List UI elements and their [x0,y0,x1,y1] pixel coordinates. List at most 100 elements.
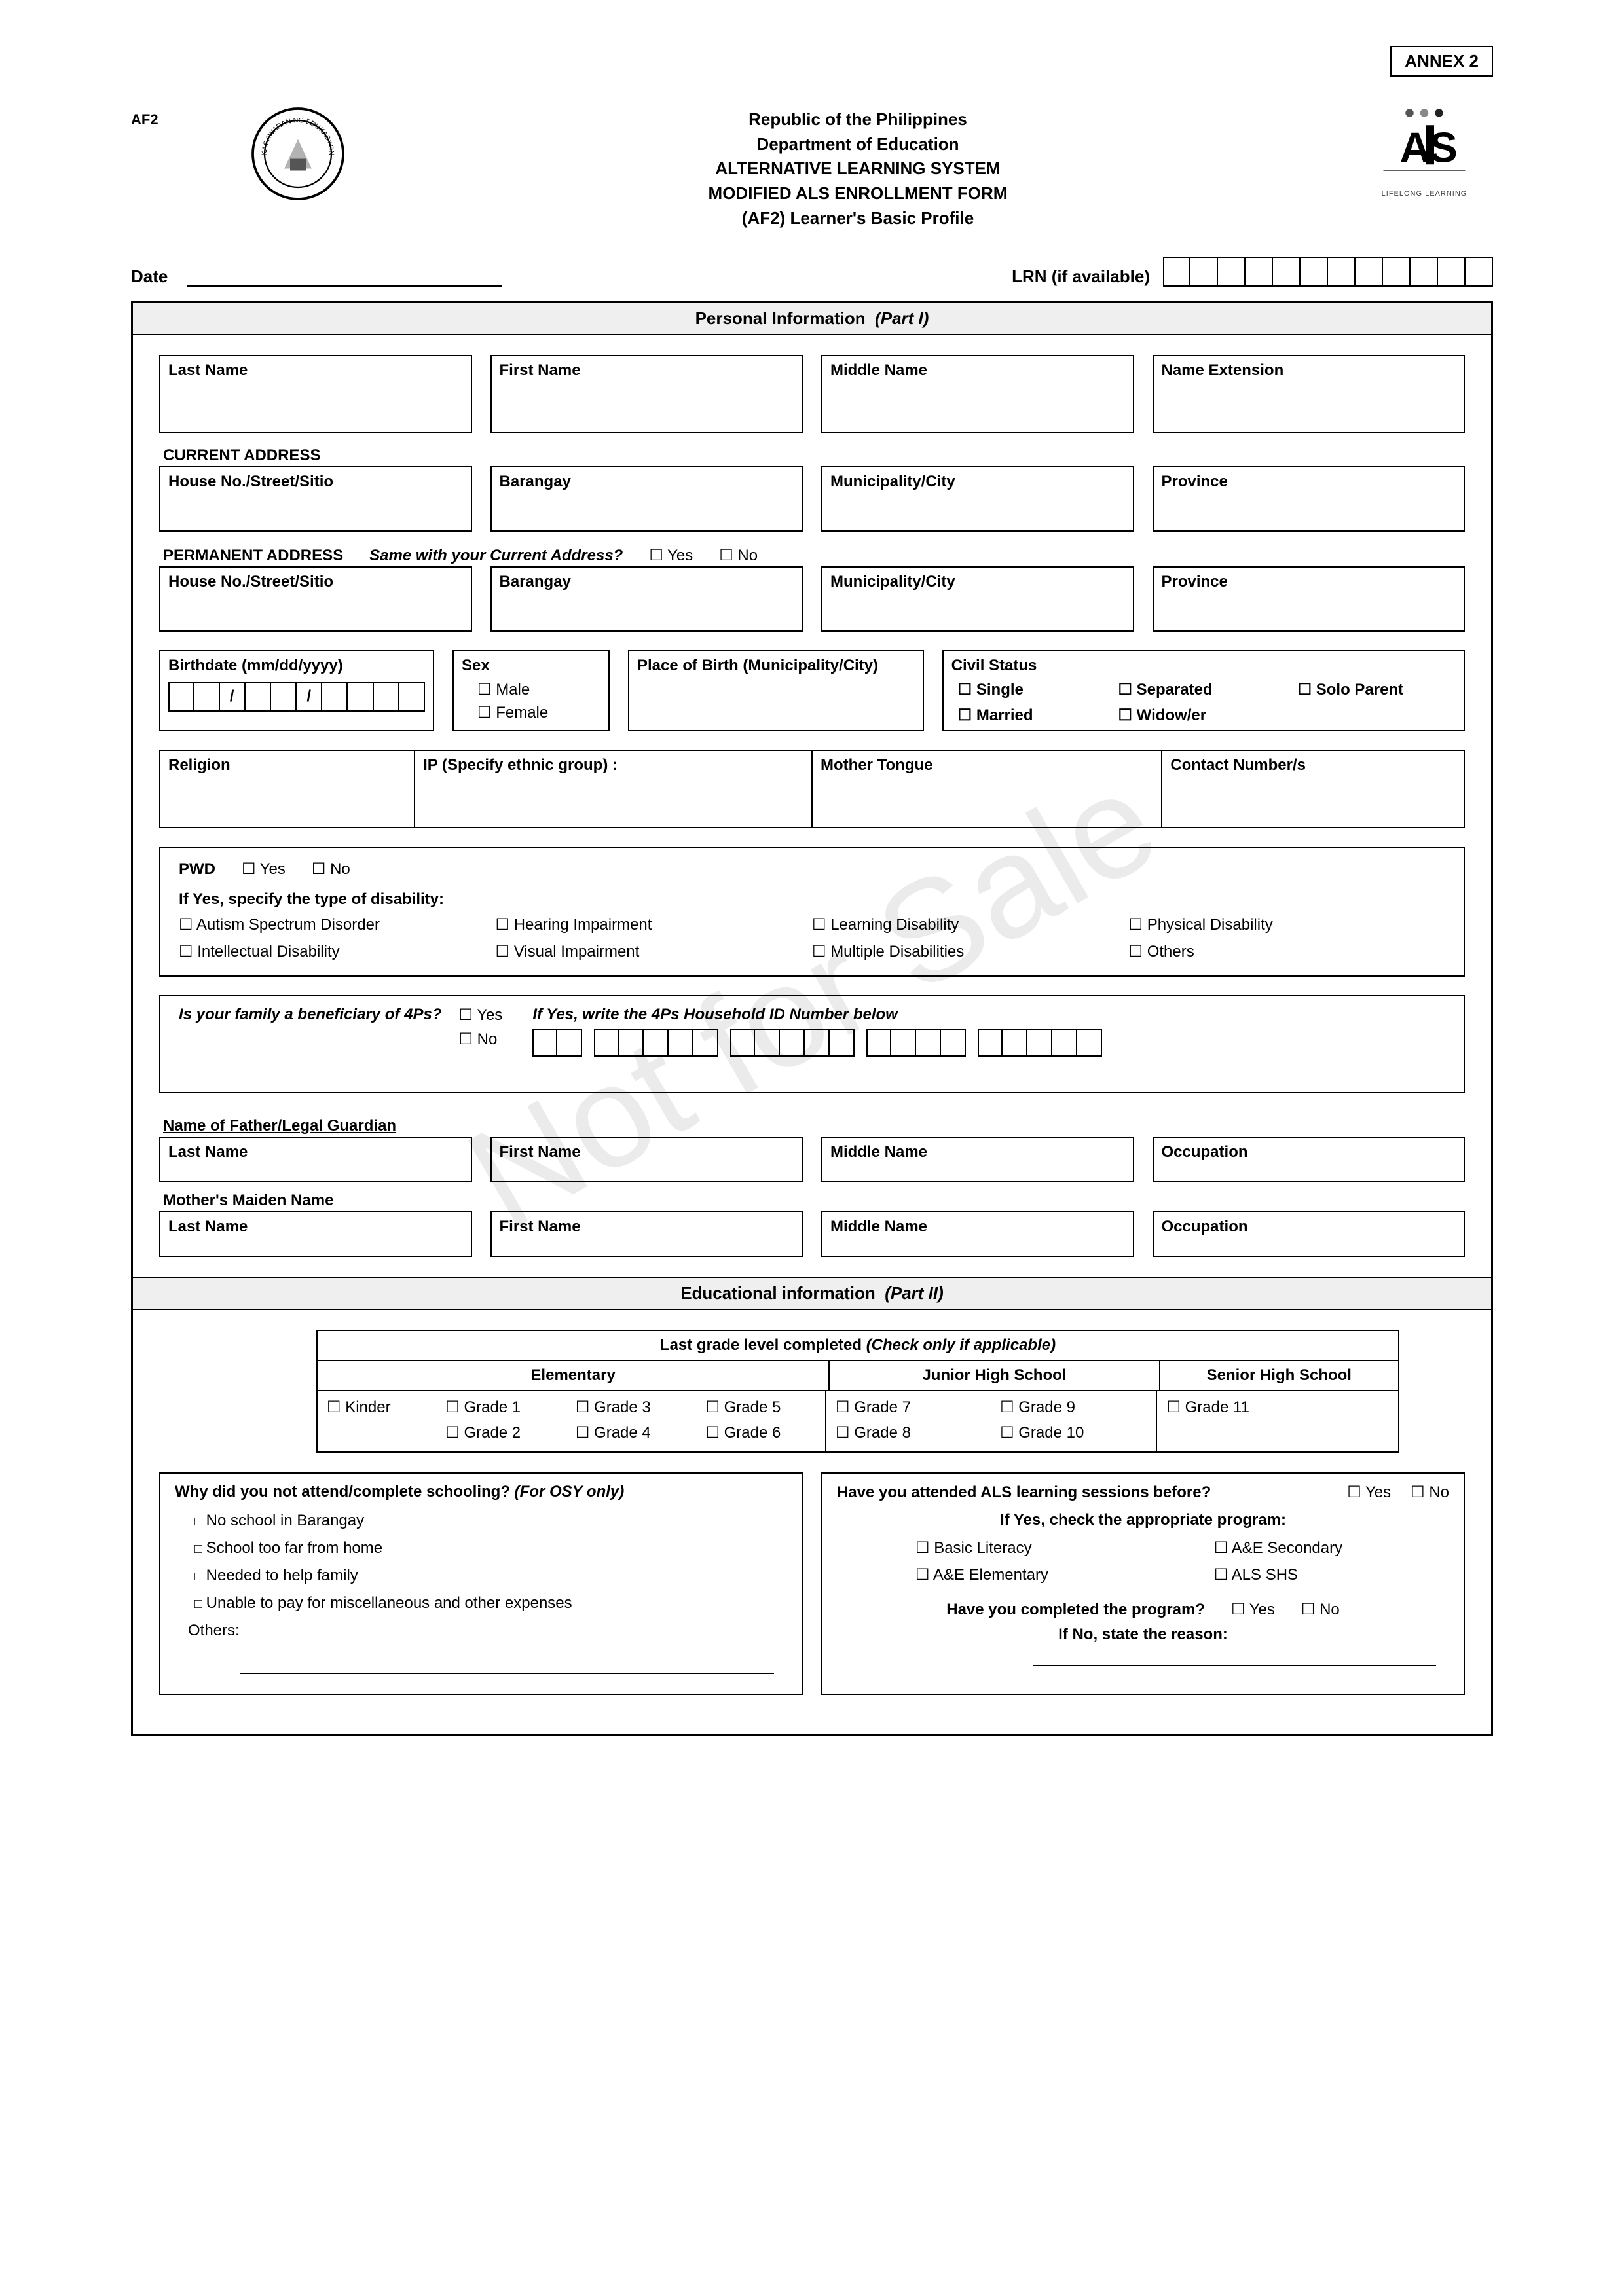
middle-name-field[interactable]: Middle Name [821,355,1134,433]
fourps-question: Is your family a beneficiary of 4Ps? [179,1006,441,1024]
contact-field[interactable]: Contact Number/s [1162,750,1465,828]
pwd-learning[interactable]: Learning Disability [812,915,1129,934]
slash2: / [297,682,322,712]
mother-label: Mother's Maiden Name [163,1192,1465,1210]
als-reason-input[interactable] [1033,1650,1436,1666]
religion-field[interactable]: Religion [159,750,415,828]
als-completed-q: Have you completed the program? [946,1601,1205,1619]
grade-elem-header: Elementary [318,1361,830,1391]
pwd-no[interactable]: No [312,860,350,879]
civil-married[interactable]: Married [958,706,1086,725]
civil-widower[interactable]: Widow/er [1118,706,1264,725]
mother-last[interactable]: Last Name [159,1211,472,1257]
date-label: Date [131,266,168,287]
grade-kinder[interactable]: Kinder [327,1398,426,1417]
grade-3[interactable]: Grade 3 [576,1398,686,1417]
mother-tongue-field[interactable]: Mother Tongue [813,750,1162,828]
civil-single[interactable]: Single [958,680,1086,699]
grade-11[interactable]: Grade 11 [1166,1398,1249,1416]
ip-field[interactable]: IP (Specify ethnic group) : [415,750,813,828]
lrn-input[interactable] [1163,257,1493,287]
why-opt1[interactable]: No school in Barangay [194,1512,787,1530]
als-aeelem[interactable]: A&E Elementary [915,1565,1155,1584]
perm-barangay-field[interactable]: Barangay [490,566,803,632]
why-opt4[interactable]: Unable to pay for miscellaneous and othe… [194,1594,787,1613]
curr-city-field[interactable]: Municipality/City [821,466,1134,532]
civil-separated[interactable]: Separated [1118,680,1264,699]
als-attended-no[interactable]: No [1411,1483,1449,1502]
why-opt3[interactable]: Needed to help family [194,1567,787,1585]
curr-barangay-field[interactable]: Barangay [490,466,803,532]
grade-title-prefix: Last grade level completed [660,1336,866,1354]
why-opt2[interactable]: School too far from home [194,1539,787,1558]
mother-middle[interactable]: Middle Name [821,1211,1134,1257]
father-first[interactable]: First Name [490,1137,803,1182]
header-line1: Republic of the Philippines [347,107,1369,132]
sex-field: Sex Male Female [452,650,610,731]
mother-occupation[interactable]: Occupation [1153,1211,1466,1257]
mother-first[interactable]: First Name [490,1211,803,1257]
als-shs[interactable]: ALS SHS [1214,1565,1449,1584]
pwd-intellectual[interactable]: Intellectual Disability [179,942,496,961]
svg-text:A: A [1400,124,1431,172]
date-input[interactable] [187,267,502,287]
same-no-checkbox[interactable]: No [719,546,758,565]
why-question: Why did you not attend/complete schoolin… [175,1483,515,1501]
name-ext-field[interactable]: Name Extension [1153,355,1466,433]
pwd-autism[interactable]: Autism Spectrum Disorder [179,915,496,934]
same-address-question: Same with your Current Address? [369,547,623,565]
grade-6[interactable]: Grade 6 [705,1423,816,1442]
section1-title: Personal Information [695,308,866,328]
first-name-field[interactable]: First Name [490,355,803,433]
fourps-block: Is your family a beneficiary of 4Ps? Yes… [159,995,1465,1093]
als-aesec[interactable]: A&E Secondary [1214,1539,1449,1558]
section2-part: (Part II) [885,1283,944,1303]
birthdate-label: Birthdate (mm/dd/yyyy) [168,657,425,675]
last-name-field[interactable]: Last Name [159,355,472,433]
grade-5[interactable]: Grade 5 [705,1398,816,1417]
als-basic[interactable]: Basic Literacy [915,1539,1155,1558]
curr-house-field[interactable]: House No./Street/Sitio [159,466,472,532]
permanent-address-label: PERMANENT ADDRESS [163,547,343,565]
why-box: Why did you not attend/complete schoolin… [159,1472,803,1695]
fourps-yes[interactable]: Yes [458,1006,502,1025]
pwd-multiple[interactable]: Multiple Disabilities [812,942,1129,961]
grade-8[interactable]: Grade 8 [836,1423,974,1442]
als-box: Have you attended ALS learning sessions … [821,1472,1465,1695]
grade-2[interactable]: Grade 2 [445,1423,556,1442]
father-last[interactable]: Last Name [159,1137,472,1182]
als-attended-yes[interactable]: Yes [1347,1483,1391,1502]
grade-1[interactable]: Grade 1 [445,1398,556,1417]
same-yes-checkbox[interactable]: Yes [649,546,693,565]
father-occupation[interactable]: Occupation [1153,1137,1466,1182]
pwd-visual[interactable]: Visual Impairment [496,942,813,961]
als-completed-yes[interactable]: Yes [1231,1600,1275,1619]
sex-male-checkbox[interactable]: Male [477,680,600,699]
perm-city-field[interactable]: Municipality/City [821,566,1134,632]
pwd-hearing[interactable]: Hearing Impairment [496,915,813,934]
grade-7[interactable]: Grade 7 [836,1398,974,1417]
als-ifno: If No, state the reason: [1058,1626,1228,1643]
current-address-label: CURRENT ADDRESS [163,446,1465,465]
pwd-yes[interactable]: Yes [242,860,286,879]
sex-female-checkbox[interactable]: Female [477,703,600,722]
civil-solo[interactable]: Solo Parent [1298,680,1456,699]
curr-province-field[interactable]: Province [1153,466,1466,532]
pob-field[interactable]: Place of Birth (Municipality/City) [628,650,924,731]
pwd-others[interactable]: Others [1129,942,1446,961]
why-others-label: Others: [188,1622,787,1640]
birthdate-field[interactable]: Birthdate (mm/dd/yyyy) / / [159,650,434,731]
perm-house-field[interactable]: House No./Street/Sitio [159,566,472,632]
grade-9[interactable]: Grade 9 [1000,1398,1147,1417]
slash1: / [220,682,246,712]
als-attended-q: Have you attended ALS learning sessions … [837,1484,1211,1502]
pwd-physical[interactable]: Physical Disability [1129,915,1446,934]
grade-4[interactable]: Grade 4 [576,1423,686,1442]
perm-province-field[interactable]: Province [1153,566,1466,632]
fourps-id-input[interactable] [532,1029,1445,1057]
als-completed-no[interactable]: No [1301,1600,1340,1619]
fourps-no[interactable]: No [458,1030,502,1049]
grade-10[interactable]: Grade 10 [1000,1423,1147,1442]
why-others-input[interactable] [240,1656,774,1674]
father-middle[interactable]: Middle Name [821,1137,1134,1182]
